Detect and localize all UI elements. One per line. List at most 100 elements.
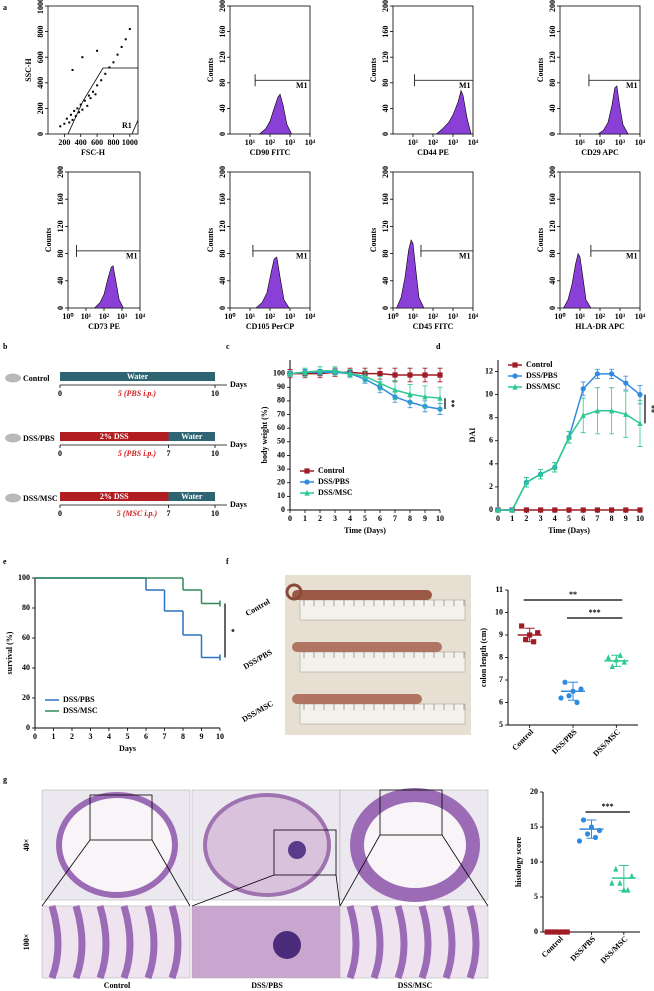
crypt-fold [72, 904, 86, 980]
y-tick-label: 120 [218, 51, 227, 63]
gate-marker [76, 244, 140, 257]
y-tick-label: 40 [381, 277, 390, 285]
legend-marker [304, 479, 310, 485]
data-point [407, 390, 413, 397]
x-tick-label: 1 [303, 514, 307, 523]
mouse-icon [5, 433, 21, 443]
x-tick-label: 4 [348, 514, 352, 523]
y-tick-label: 80 [381, 250, 390, 258]
y-tick-label: 80 [218, 79, 227, 87]
x-tick-label: 2 [524, 514, 528, 523]
crypt-fold [394, 904, 408, 980]
histology-col-label: Control [104, 981, 131, 990]
sd-bar [618, 865, 629, 892]
data-point [519, 623, 525, 629]
histogram-area [258, 93, 293, 135]
crypt-fold [120, 904, 134, 980]
x-tick-label: 5 [126, 732, 130, 741]
x-tick-label: 7 [163, 732, 167, 741]
y-tick-label: 40 [56, 277, 65, 285]
y-axis-label: colon length (cm) [479, 628, 488, 687]
histology-row-label: 100× [22, 934, 31, 951]
y-tick-label: 120 [548, 51, 557, 63]
y-tick-label: 70 [277, 409, 285, 418]
y-tick-label: 80 [381, 79, 390, 87]
y-tick-label: 160 [56, 193, 65, 205]
gate-label: M1 [459, 81, 471, 90]
histogram-area [93, 265, 124, 309]
y-tick-label: 160 [218, 26, 227, 38]
zoom-line [335, 874, 341, 907]
timeline-tick-label: 10 [211, 509, 219, 518]
x-axis-label: HLA-DR APC [575, 322, 625, 331]
data-point [580, 386, 586, 392]
y-tick-label: 40 [548, 277, 557, 285]
colon-tissue [292, 694, 422, 704]
legend-marker [304, 468, 310, 474]
zoom-line [191, 874, 275, 907]
zoom-line [441, 834, 489, 907]
y-tick-label: 12 [485, 366, 493, 375]
ruler [299, 703, 466, 725]
data-point [576, 838, 583, 844]
gate-label: M1 [626, 81, 638, 90]
x-tick-label: 10¹ [575, 312, 586, 321]
y-tick-label: 120 [56, 220, 65, 232]
data-point [552, 464, 558, 470]
mouse-icon [5, 493, 21, 503]
legend-label: DSS/PBS [63, 695, 95, 704]
y-tick-label: 10 [530, 857, 538, 866]
crypt-fold [144, 904, 158, 980]
y-tick-label: 40 [381, 104, 390, 112]
timeline-tick-label: 10 [211, 449, 219, 458]
y-tick-label: 160 [548, 193, 557, 205]
tissue-section [350, 788, 480, 902]
timeline-unit: Days [230, 380, 247, 389]
photo-row-label: DSS/MSC [240, 699, 275, 724]
scatter-point [81, 108, 84, 111]
histology-high [41, 905, 191, 979]
x-tick-label: 9 [200, 732, 204, 741]
x-tick-label: Control [510, 727, 536, 753]
x-axis-label: Time (Days) [344, 526, 386, 535]
data-point [437, 372, 443, 378]
x-tick-label: 3 [89, 732, 93, 741]
scatter-point [59, 125, 62, 128]
y-tick-label: 8 [489, 413, 493, 422]
x-tick-label: 5 [363, 514, 367, 523]
x-tick-label: 10¹ [81, 312, 92, 321]
timeline-unit: Days [230, 500, 247, 509]
x-tick-label: 4 [107, 732, 111, 741]
data-point [621, 658, 627, 665]
x-tick-label: 0 [496, 514, 500, 523]
group-label: DSS/MSC [23, 494, 58, 503]
x-tick-label: 8 [408, 514, 412, 523]
treatment-label: 2% DSS [100, 492, 129, 501]
gate-label: M1 [296, 81, 308, 90]
y-tick-label: 160 [381, 26, 390, 38]
scatter-point [124, 38, 127, 41]
panel-label: g [3, 775, 7, 784]
x-tick-label: 10⁴ [305, 138, 316, 147]
data-point [629, 872, 635, 879]
y-axis-label: DAI [468, 428, 477, 443]
y-axis-label: Counts [206, 228, 215, 252]
group-label: DSS/PBS [23, 434, 55, 443]
y-axis-label: SSC-H [24, 57, 33, 81]
x-tick-label: 600 [91, 138, 103, 147]
x-tick-label: 10⁴ [135, 312, 146, 321]
y-tick-label: 10 [495, 607, 503, 616]
treatment-bar [168, 432, 215, 441]
data-point [623, 380, 629, 386]
zoom-line [339, 834, 381, 907]
y-tick-label: 0 [281, 505, 285, 514]
x-axis-label: CD29 APC [581, 148, 619, 157]
data-point [523, 479, 529, 485]
data-point [377, 379, 383, 386]
x-tick-label: 8 [181, 732, 185, 741]
legend-label: DSS/MSC [526, 382, 561, 391]
x-axis-label: CD73 PE [88, 322, 120, 331]
x-tick-label: 10² [99, 312, 110, 321]
y-tick-label: 200 [36, 102, 45, 114]
